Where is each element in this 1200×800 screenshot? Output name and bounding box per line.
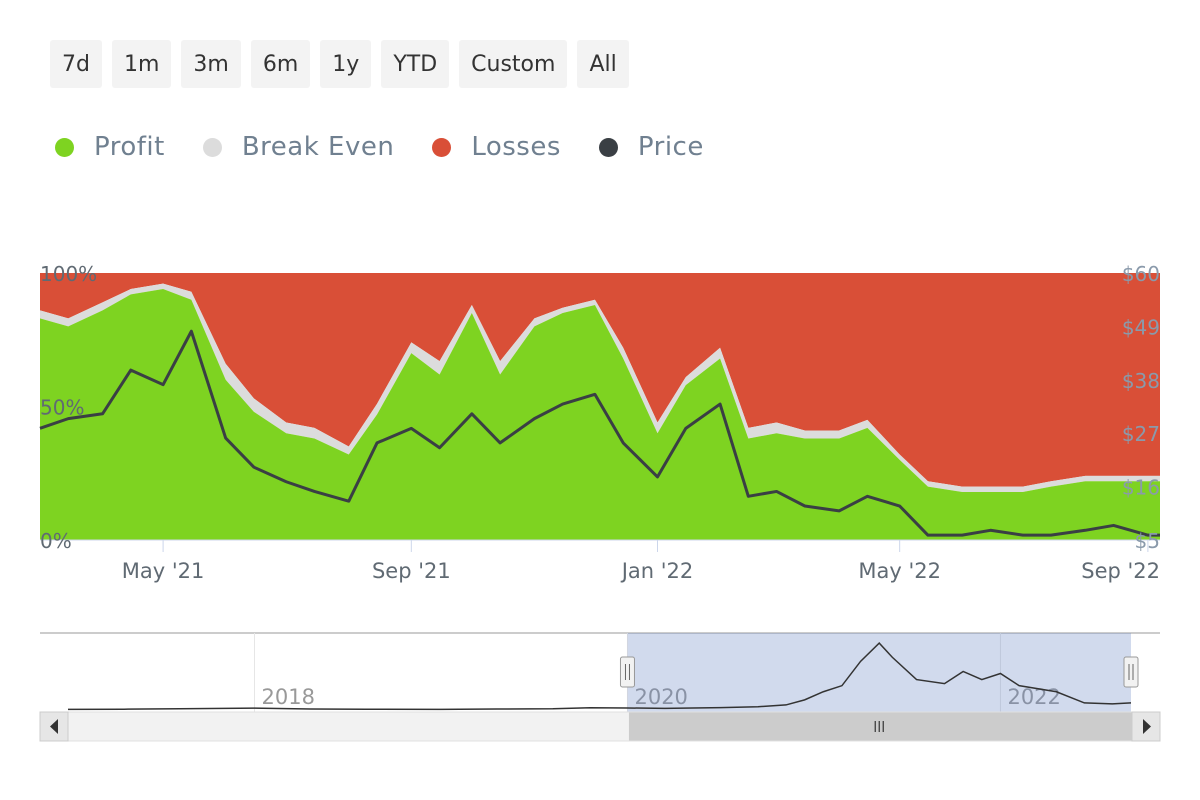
legend-label-profit: Profit	[94, 132, 165, 162]
legend-dot-break-even	[202, 137, 222, 157]
navigator-year-label: 2020	[634, 685, 687, 709]
x-axis: May '21 Sep '21 Jan '22 May '22 Sep '22	[122, 540, 1160, 583]
range-custom-button[interactable]: Custom	[459, 40, 568, 88]
series-area-profit	[40, 289, 1160, 540]
legend-dot-losses	[432, 137, 452, 157]
range-all-button[interactable]: All	[577, 40, 629, 88]
arrow-left-icon	[50, 719, 58, 734]
x-axis-tick-label: Jan '22	[620, 559, 694, 583]
navigator-year-label: 2022	[1007, 685, 1060, 709]
right-axis-tick-label: $5	[1135, 529, 1160, 553]
range-ytd-button[interactable]: YTD	[381, 40, 450, 88]
legend-dot-profit	[55, 137, 74, 157]
right-axis-tick-label: $27	[1122, 422, 1160, 446]
legend-dot-price	[598, 137, 618, 157]
left-axis: 0% 50% 100%	[40, 262, 97, 553]
navigator-selection[interactable]	[627, 633, 1131, 712]
x-axis-tick-label: Sep '22	[1081, 559, 1160, 583]
navigator: 2018 2020 2022	[39, 632, 1161, 742]
navigator-left-handle[interactable]	[619, 656, 635, 688]
legend-label-break-even: Break Even	[241, 132, 395, 162]
right-axis-tick-label: $16	[1122, 476, 1160, 500]
chart-legend: Profit Break Even Losses Price	[55, 132, 704, 162]
legend-label-price: Price	[637, 132, 704, 162]
x-axis-tick-label: May '21	[122, 559, 205, 583]
left-axis-tick-label: 100%	[40, 262, 97, 286]
plot-area	[39, 273, 1160, 541]
scrollbar-thumb[interactable]	[628, 712, 1132, 741]
series-area-losses	[40, 273, 1160, 487]
navigator-year-label: 2018	[261, 685, 314, 709]
arrow-right-icon	[1143, 719, 1151, 734]
legend-label-losses: Losses	[471, 132, 561, 162]
range-selector: 7d 1m 3m 6m 1y YTD Custom All	[50, 40, 629, 88]
series-area-break-even	[40, 283, 1160, 492]
right-axis: $5 $16 $27 $38 $49 $60	[1122, 262, 1160, 553]
legend-item-break-even[interactable]: Break Even	[202, 132, 395, 162]
scroll-right-button[interactable]	[1131, 711, 1161, 742]
range-3m-button[interactable]: 3m	[181, 40, 241, 88]
legend-item-losses[interactable]: Losses	[432, 132, 561, 162]
navigator-price-line	[67, 641, 1132, 711]
left-axis-tick-label: 0%	[40, 529, 72, 553]
right-axis-tick-label: $38	[1122, 369, 1160, 393]
navigator-plot: 2018 2020 2022	[39, 632, 1161, 742]
range-1y-button[interactable]: 1y	[320, 40, 372, 88]
x-axis-tick-label: May '22	[858, 559, 941, 583]
range-6m-button[interactable]: 6m	[250, 40, 311, 88]
left-axis-tick-label: 50%	[40, 396, 84, 420]
legend-item-profit[interactable]: Profit	[55, 132, 165, 162]
series-line-price	[39, 329, 1160, 537]
navigator-right-handle[interactable]	[1123, 656, 1139, 688]
right-axis-tick-label: $49	[1122, 315, 1160, 339]
range-1m-button[interactable]: 1m	[111, 40, 172, 88]
main-chart: 0% 50% 100% $5 $16 $27 $38 $49 $60 May '21 Sep '…	[39, 262, 1160, 583]
legend-item-price[interactable]: Price	[598, 132, 704, 162]
right-axis-tick-label: $60	[1122, 262, 1160, 286]
range-7d-button[interactable]: 7d	[50, 40, 102, 88]
x-axis-tick-label: Sep '21	[372, 559, 451, 583]
scroll-left-button[interactable]	[39, 711, 69, 742]
